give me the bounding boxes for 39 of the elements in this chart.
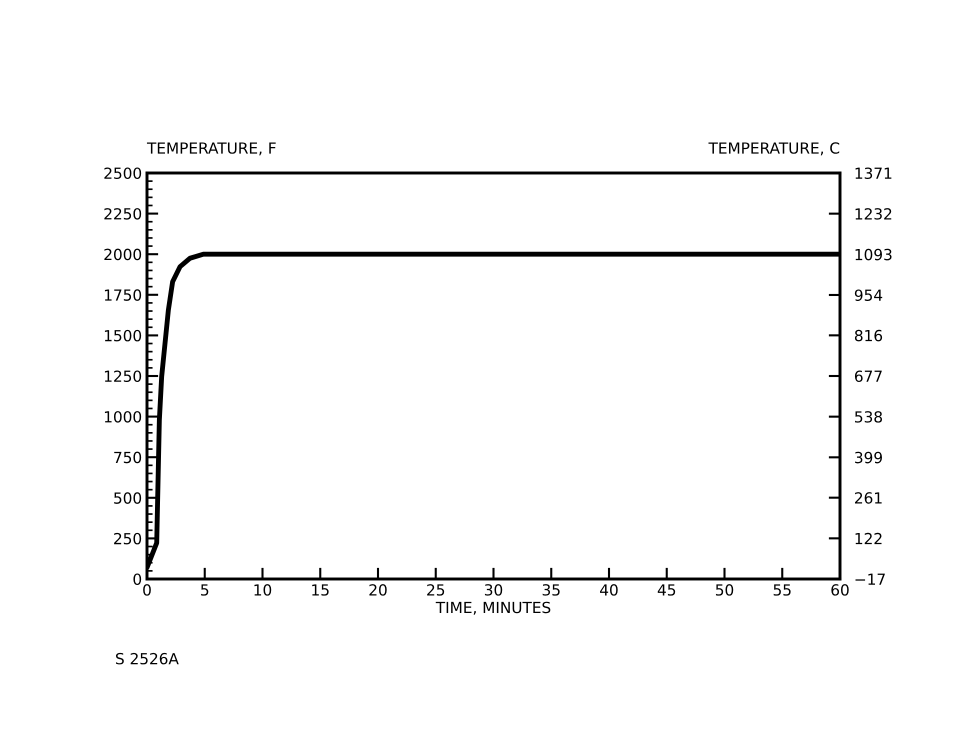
y-tick-label: 2000 (104, 248, 142, 260)
x-tick-label: 10 (254, 584, 272, 596)
y-tick-label: 1000 (104, 411, 142, 423)
y2-tick-label: 1371 (856, 167, 892, 180)
x-tick-label: 50 (716, 584, 734, 596)
y-tick-label: 750 (114, 452, 142, 464)
x-tick-label: 0 (143, 584, 151, 596)
y2-axis-title: TEMPERATURE, C (708, 142, 840, 156)
x-tick-label: 35 (542, 584, 560, 596)
y-tick-label: 500 (114, 492, 142, 504)
x-tick-label: 30 (484, 584, 502, 596)
y2-tick-label: 261 (855, 492, 882, 504)
x-tick-label: 20 (369, 584, 387, 596)
x-tick-label: 25 (427, 584, 444, 596)
x-tick-label: 15 (312, 584, 329, 596)
x-tick-label: 55 (774, 584, 791, 596)
y2-tick-label: 816 (854, 330, 882, 342)
y2-tick-label: 538 (855, 411, 882, 423)
x-tick-label: 40 (600, 584, 618, 596)
y-tick-label: 0 (133, 573, 142, 586)
y-tick-label: 2250 (104, 208, 142, 220)
y2-tick-label: −17 (856, 574, 885, 585)
x-tick-label: 45 (658, 584, 676, 596)
text: S 2526A (116, 652, 179, 664)
y2-tick-label: 1232 (856, 208, 892, 220)
y2-tick-label: 1093 (856, 248, 892, 260)
x-tick-label: 60 (831, 584, 849, 596)
y2-tick-label: 954 (854, 289, 882, 301)
y-tick-label: 250 (114, 532, 142, 544)
y2-tick-label: 399 (855, 452, 882, 464)
x-axis-title: TIME, MINUTES (436, 602, 550, 615)
y-tick-label: 1750 (104, 289, 142, 301)
y-tick-label: 1250 (104, 370, 142, 382)
y2-tick-label: 677 (854, 370, 882, 382)
y-tick-label: 2500 (104, 167, 142, 180)
y-axis-title: TEMPERATURE, F (146, 142, 276, 156)
y2-tick-label: 122 (856, 532, 882, 544)
y-tick-label: 1500 (104, 330, 142, 342)
x-tick-label: 5 (201, 584, 208, 596)
